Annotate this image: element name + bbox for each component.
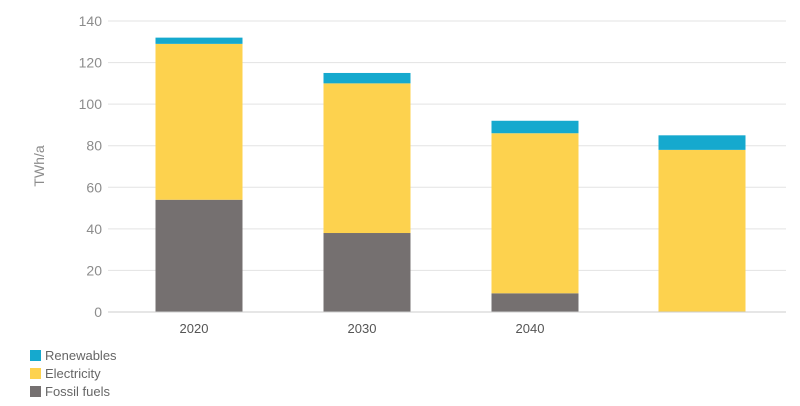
legend: Renewables Electricity Fossil fuels — [30, 346, 117, 400]
legend-swatch — [30, 349, 41, 361]
x-tick-label: 2020 — [180, 321, 209, 336]
bar-electricity-2040 — [491, 133, 579, 294]
y-tick-label: 20 — [86, 262, 102, 278]
x-tick-label: 2030 — [348, 321, 377, 336]
bar-electricity-3 — [658, 149, 746, 312]
bar-electricity-2030 — [323, 83, 411, 234]
bar-renewables-3 — [658, 135, 746, 150]
y-tick-label: 140 — [79, 13, 103, 29]
bars — [155, 37, 746, 312]
bar-fossil-fuels-2030 — [323, 233, 411, 312]
y-tick-label: 120 — [79, 55, 103, 71]
bar-renewables-2040 — [491, 120, 579, 134]
bar-electricity-2020 — [155, 43, 243, 200]
bar-renewables-2030 — [323, 72, 411, 84]
y-tick-label: 40 — [86, 221, 102, 237]
legend-swatch — [30, 367, 41, 379]
legend-label: Fossil fuels — [45, 383, 111, 399]
bar-fossil-fuels-2040 — [491, 293, 579, 312]
x-axis-labels: 2020 2030 2040 — [180, 321, 545, 336]
legend-label: Electricity — [45, 365, 101, 381]
y-tick-label: 80 — [86, 138, 102, 154]
y-axis-ticks: 0 20 40 60 80 100 120 140 — [79, 13, 103, 320]
legend-swatch — [30, 385, 41, 397]
y-axis-title: TWh/a — [31, 145, 47, 186]
y-tick-label: 100 — [79, 96, 103, 112]
y-tick-label: 0 — [94, 304, 102, 320]
legend-item-renewables: Renewables — [30, 346, 117, 364]
legend-item-fossil-fuels: Fossil fuels — [30, 382, 117, 400]
y-tick-label: 60 — [86, 179, 102, 195]
x-tick-label: 2040 — [516, 321, 545, 336]
bar-fossil-fuels-2020 — [155, 199, 243, 312]
bar-renewables-2020 — [155, 37, 243, 44]
legend-item-electricity: Electricity — [30, 364, 117, 382]
legend-label: Renewables — [45, 347, 117, 363]
